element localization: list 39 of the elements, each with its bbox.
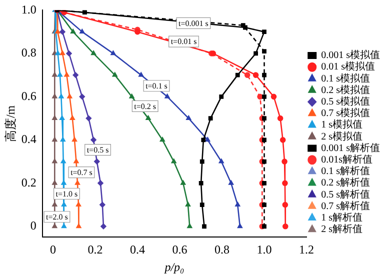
annotation: t=0.7 s bbox=[70, 168, 92, 177]
annotation: t=0.01 s bbox=[170, 37, 197, 46]
legend-label: 0.5 s解析值 bbox=[321, 188, 370, 200]
y-tick-label: 0.2 bbox=[21, 175, 36, 190]
legend-label: 0.7 s解析值 bbox=[321, 200, 370, 212]
y-tick-label: 0.4 bbox=[21, 132, 36, 146]
x-tick-label: 0 bbox=[50, 242, 56, 257]
legend-label: 2 s解析值 bbox=[321, 223, 363, 236]
y-axis-title: 高度/m bbox=[3, 104, 18, 142]
x-axis-title: p/p₀ bbox=[164, 260, 184, 274]
x-tick-label: 0.4 bbox=[130, 242, 145, 257]
annotation: t=0.2 s bbox=[134, 102, 156, 111]
y-tick-label: 0 bbox=[30, 218, 36, 233]
x-tick-label: 0.8 bbox=[214, 242, 230, 257]
x-tick-label: 1.0 bbox=[256, 242, 272, 257]
legend-label: 1 s模拟值 bbox=[321, 118, 363, 131]
legend-label: 2 s模拟值 bbox=[321, 130, 363, 142]
legend-label: 0.01s解析值 bbox=[321, 154, 373, 166]
annotation: t=1.0 s bbox=[56, 189, 78, 198]
legend-label: 0.2 s解析值 bbox=[321, 176, 370, 189]
annotation: t=2.0 s bbox=[46, 212, 68, 222]
annotation: t=0.001 s bbox=[178, 18, 208, 28]
y-tick-label: 0.6 bbox=[21, 88, 36, 103]
legend-label: 0.1 s解析值 bbox=[321, 165, 370, 178]
legend-label: 0.7 s模拟值 bbox=[321, 107, 370, 120]
annotation: t=0.1 s bbox=[146, 81, 168, 90]
legend-label: 0.01 s模拟值 bbox=[321, 60, 376, 73]
x-tick-label: 0.2 bbox=[88, 242, 103, 257]
legend-label: 0.001 s解析值 bbox=[321, 142, 380, 154]
legend-label: 0.2 s模拟值 bbox=[321, 84, 370, 96]
annotation: t=0.5 s bbox=[86, 145, 109, 154]
y-tick-label: 1.0 bbox=[21, 2, 36, 16]
y-tick-label: 0.8 bbox=[21, 46, 36, 60]
legend-label: 0.1 s模拟值 bbox=[321, 72, 370, 84]
legend-label: 1 s解析值 bbox=[321, 212, 363, 224]
x-tick-label: 1.2 bbox=[299, 242, 314, 257]
x-tick-label: 0.6 bbox=[172, 242, 188, 257]
legend-label: 0.5 s模拟值 bbox=[321, 96, 370, 108]
legend-label: 0.001 s模拟值 bbox=[321, 49, 380, 62]
